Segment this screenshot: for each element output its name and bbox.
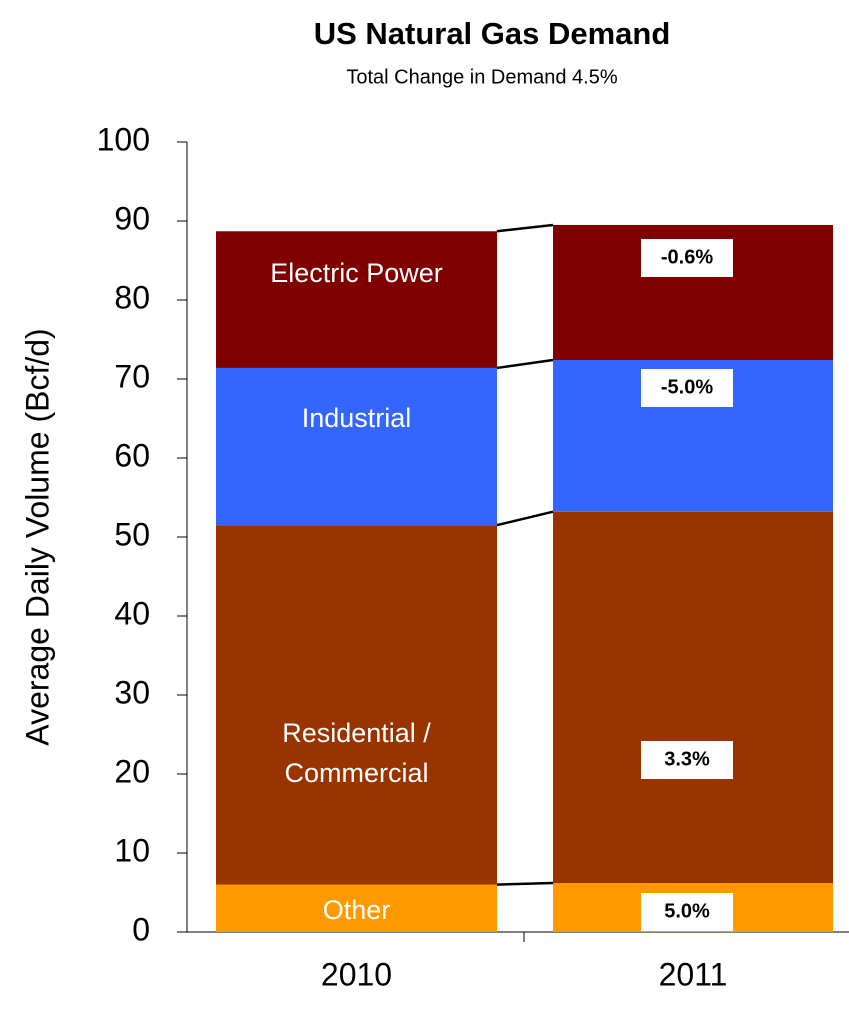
y-tick-label: 70 [114, 358, 150, 394]
y-tick-label: 20 [114, 753, 150, 789]
change-label: -0.6% [661, 246, 713, 268]
y-tick-label: 0 [132, 911, 150, 947]
change-label-box [641, 239, 733, 277]
series-label-box: Other [322, 895, 391, 925]
connector [496, 358, 554, 370]
change-label-box [641, 741, 733, 779]
series-label-box: Electric Power [270, 258, 443, 288]
y-tick-label: 60 [114, 437, 150, 473]
series-label: Other [322, 895, 391, 925]
y-tick-label: 50 [114, 516, 150, 552]
change-label: 3.3% [664, 748, 710, 770]
series-label: Industrial [301, 403, 412, 433]
y-tick-label: 80 [114, 279, 150, 315]
connector [496, 881, 554, 886]
change-label-box [641, 893, 733, 931]
bar-segment [216, 367, 497, 526]
chart-title: US Natural Gas Demand [314, 16, 671, 51]
series-label-box: Industrial [301, 403, 412, 433]
x-tick-label: 2010 [321, 956, 392, 992]
chart-subtitle: Total Change in Demand 4.5% [346, 66, 617, 88]
x-tick-label: 2011 [659, 956, 728, 992]
y-tick-label: 30 [114, 674, 150, 710]
series-label: Electric Power [270, 258, 443, 288]
series-label-box: Residential / Commercial [282, 718, 431, 788]
y-tick-label: 10 [114, 832, 150, 868]
y-tick-label: 90 [114, 200, 150, 236]
change-label-box [641, 369, 733, 407]
series-label: Residential / Commercial [282, 718, 431, 788]
change-label: -5.0% [661, 376, 713, 398]
connector [496, 510, 554, 527]
change-label: 5.0% [664, 900, 710, 922]
y-tick-label: 100 [97, 121, 150, 157]
bar-segment [216, 525, 497, 885]
connector [496, 223, 554, 233]
bar-segment [216, 231, 497, 368]
bar-segment [553, 511, 833, 884]
y-tick-label: 40 [114, 595, 150, 631]
y-axis-label: Average Daily Volume (Bcf/d) [19, 328, 55, 745]
bar-segment [216, 884, 497, 932]
